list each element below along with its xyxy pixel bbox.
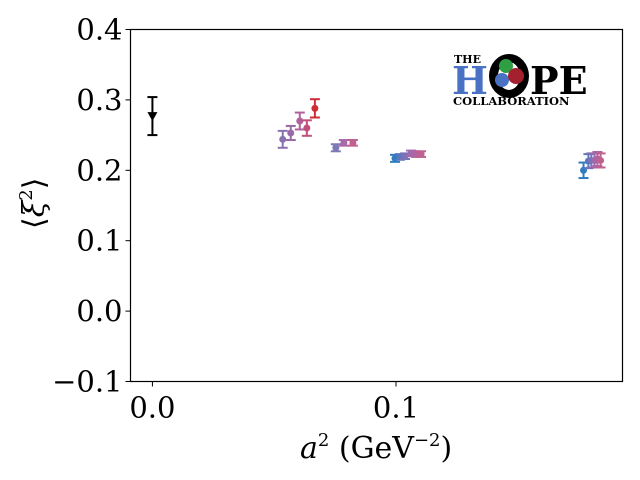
data-point [301,119,312,137]
svg-text:⟨ξ2⟩: ⟨ξ2⟩ [16,178,52,229]
y-tick-label: 0.0 [76,294,122,328]
x-axis-ticks: 0.0 0.1 [129,381,419,425]
logo-the: THE [454,53,481,66]
data-point [285,124,296,142]
x-tick-label: 0.0 [129,391,175,425]
data-point [338,139,349,147]
data-point [595,152,606,169]
logo-collaboration: COLLABORATION [453,94,570,108]
y-tick-label: −0.1 [52,365,122,399]
y-tick-label: 0.3 [76,83,122,117]
data-point [416,150,427,158]
data-point [330,143,341,153]
logo-pe: PE [530,58,588,103]
logo-h: H [452,58,488,103]
y-axis-label: ⟨ξ2⟩ [16,178,52,229]
data-point [578,161,589,180]
data-points [147,96,606,180]
data-point [294,111,305,131]
data-point [347,139,358,147]
data-point [277,129,288,149]
data-point [147,96,158,137]
y-tick-label: 0.4 [76,13,122,47]
plot-frame [129,28,624,383]
data-point [309,98,320,119]
y-axis-ticks: −0.1 0.0 0.1 0.2 0.3 0.4 [52,13,131,399]
hope-collaboration-logo: THE H PE COLLABORATION [452,53,588,108]
y-tick-label: 0.2 [76,153,122,187]
logo-o-icon [489,54,529,98]
y-tick-label: 0.1 [76,224,122,258]
x-tick-label: 0.1 [373,391,419,425]
x-axis-label: a2 (GeV−2) [300,430,452,466]
